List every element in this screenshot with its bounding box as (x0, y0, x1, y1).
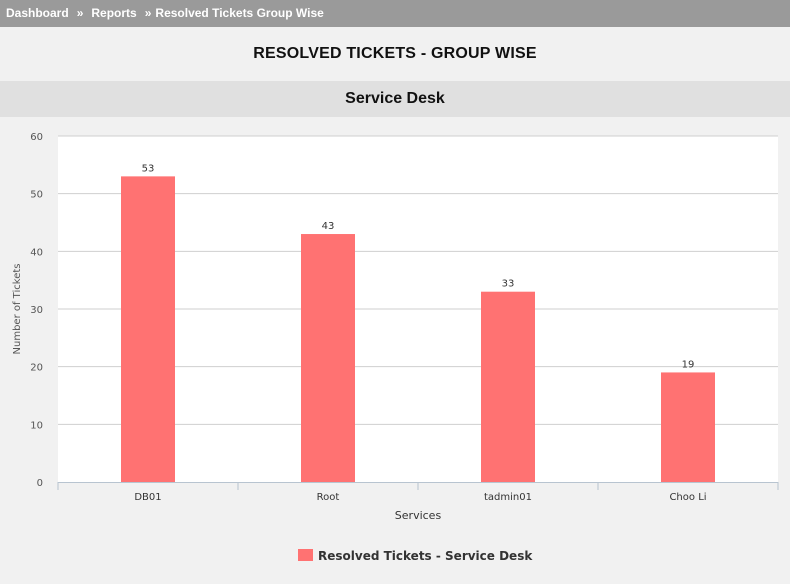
y-tick-label: 0 (37, 478, 43, 489)
legend-label: Resolved Tickets - Service Desk (318, 549, 533, 563)
y-tick-label: 30 (30, 305, 43, 316)
bar[interactable] (121, 176, 175, 482)
legend-swatch (298, 549, 313, 561)
y-tick-label: 40 (30, 247, 43, 258)
x-tick-label: tadmin01 (484, 492, 532, 503)
breadcrumb-separator: » (76, 6, 84, 20)
x-tick-label: DB01 (134, 492, 161, 503)
x-tick-label: Choo Li (669, 492, 706, 503)
gridlines (58, 135, 778, 425)
y-tick-label: 10 (30, 420, 43, 431)
bars: 53 43 33 19 (121, 163, 715, 482)
y-tick-label: 50 (30, 190, 43, 201)
y-axis-ticks: 0 10 20 30 40 50 60 (30, 132, 43, 489)
bar[interactable] (481, 291, 535, 482)
y-axis-label: Number of Tickets (12, 264, 23, 355)
legend[interactable]: Resolved Tickets - Service Desk (298, 549, 533, 563)
y-tick-label: 60 (30, 132, 43, 143)
page-title: RESOLVED TICKETS - GROUP WISE (253, 45, 537, 62)
bar-chart: 0 10 20 30 40 50 60 53 43 33 19 DB01 Root tadmin01 C… (12, 132, 779, 563)
breadcrumb-separator: » (144, 6, 152, 20)
breadcrumb-reports-link[interactable]: Reports (91, 6, 137, 20)
x-tick-label: Root (317, 492, 340, 503)
x-axis: DB01 Root tadmin01 Choo Li (57, 482, 779, 503)
x-axis-label: Services (395, 509, 442, 522)
data-label: 19 (682, 359, 695, 370)
breadcrumb-dashboard-link[interactable]: Dashboard (6, 6, 69, 20)
chart-container: 0 10 20 30 40 50 60 53 43 33 19 DB01 Root tadmin01 C… (0, 117, 790, 579)
bar[interactable] (661, 372, 715, 482)
bar[interactable] (301, 234, 355, 482)
section-title: Service Desk (0, 81, 790, 117)
data-label: 33 (502, 279, 515, 290)
breadcrumb-current: Resolved Tickets Group Wise (155, 6, 324, 20)
breadcrumb: Dashboard» Reports» Resolved Tickets Group… (0, 0, 790, 27)
data-label: 43 (322, 221, 335, 232)
data-label: 53 (142, 163, 155, 174)
y-tick-label: 20 (30, 363, 43, 374)
